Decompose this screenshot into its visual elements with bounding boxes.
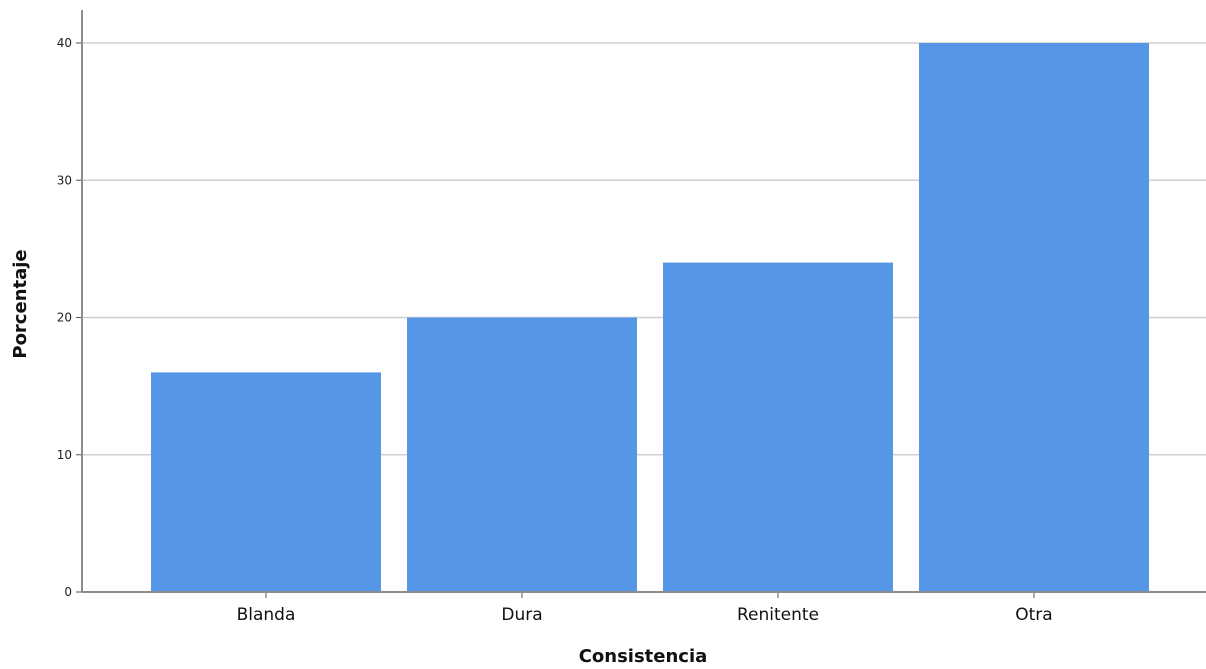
y-axis-ticks: 0 10 20 30 40 [57, 36, 82, 599]
x-axis-ticks: Blanda Dura Renitente Otra [237, 592, 1053, 625]
x-tick-label-blanda: Blanda [237, 605, 296, 625]
y-axis-title: Porcentaje [10, 249, 31, 358]
bar-blanda [151, 372, 381, 592]
x-tick-label-dura: Dura [501, 605, 542, 625]
y-tick-label-40: 40 [57, 36, 72, 50]
bar-dura [407, 317, 637, 592]
bar-otra [919, 43, 1149, 592]
bars [151, 43, 1149, 592]
x-axis-title: Consistencia [579, 646, 708, 667]
bar-renitente [663, 262, 893, 592]
x-tick-label-otra: Otra [1015, 605, 1052, 625]
y-tick-label-10: 10 [57, 448, 72, 462]
x-tick-label-renitente: Renitente [737, 605, 819, 625]
y-tick-label-30: 30 [57, 173, 72, 187]
y-tick-label-20: 20 [57, 311, 72, 325]
y-tick-label-0: 0 [64, 585, 72, 599]
